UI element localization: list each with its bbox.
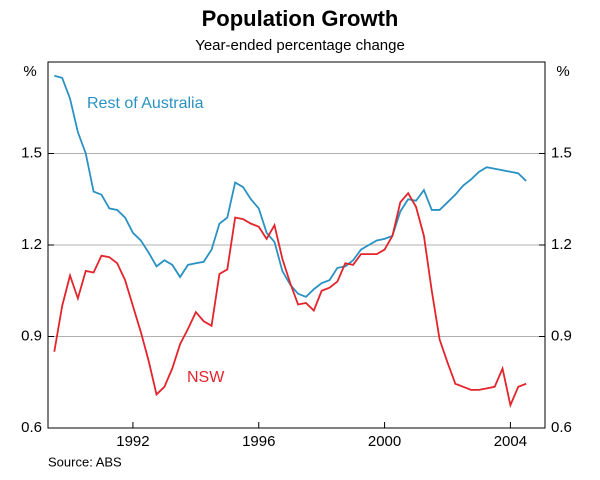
x-tick-label: 2000 bbox=[368, 433, 401, 450]
source-note: Source: ABS bbox=[48, 454, 122, 469]
y-tick-label: 0.9 bbox=[21, 327, 42, 344]
y2-tick-label: 1.5 bbox=[551, 144, 572, 161]
series-label: Rest of Australia bbox=[87, 95, 204, 112]
series-label: NSW bbox=[187, 369, 225, 386]
x-tick-label: 2004 bbox=[494, 433, 527, 450]
x-tick-label: 1996 bbox=[242, 433, 275, 450]
chart-title: Population Growth bbox=[202, 6, 399, 31]
y-tick-label: 1.2 bbox=[21, 236, 42, 253]
series-line bbox=[53, 191, 527, 409]
y-tick-label: 0.6 bbox=[21, 419, 42, 436]
y-unit: % bbox=[23, 63, 36, 80]
x-tick-label: 1992 bbox=[116, 433, 149, 450]
y2-tick-label: 0.6 bbox=[551, 419, 572, 436]
plot-frame bbox=[47, 61, 546, 429]
chart-subtitle: Year-ended percentage change bbox=[195, 37, 405, 54]
y-tick-label: 1.5 bbox=[21, 144, 42, 161]
y2-tick-label: 1.2 bbox=[551, 236, 572, 253]
y2-tick-label: 0.9 bbox=[551, 327, 572, 344]
y2-unit: % bbox=[556, 63, 569, 80]
